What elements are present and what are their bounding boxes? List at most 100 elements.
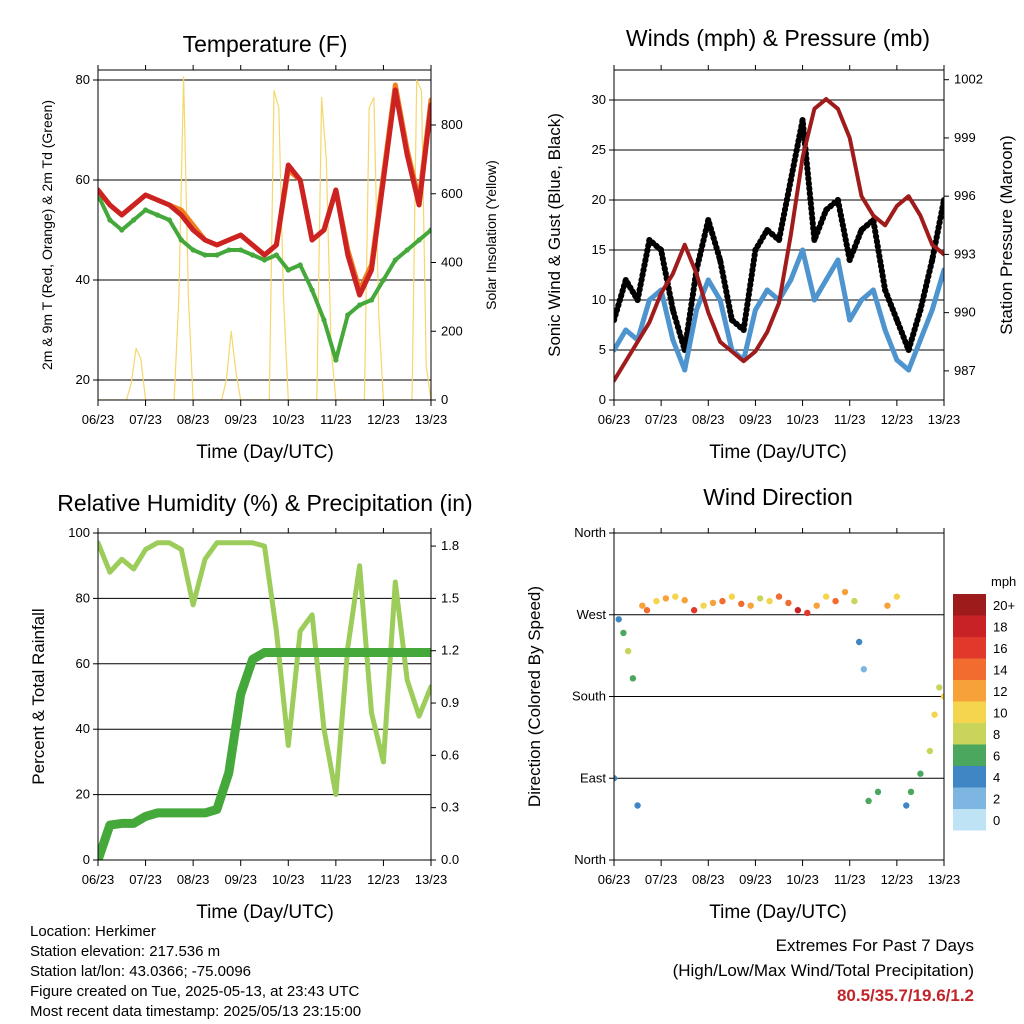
humidity-ytick-right-label: 0.3 — [441, 800, 459, 815]
winds-series-station-pressure — [614, 97, 944, 383]
humidity-ytick-right-label: 1.8 — [441, 538, 459, 553]
direction-ylabel: Direction (Colored By Speed) — [525, 586, 544, 807]
winds-chart: Winds (mph) & Pressure (mb) Time (Day/UTC… — [545, 25, 1016, 463]
direction-point — [940, 693, 944, 700]
winds-point — [776, 237, 782, 243]
direction-point — [884, 602, 891, 609]
direction-legend-swatch — [953, 637, 986, 659]
direction-point — [738, 600, 745, 608]
temperature-point — [297, 262, 303, 268]
winds-ytick-right-label: 999 — [954, 130, 976, 145]
temperature-point — [333, 357, 339, 363]
temperature-point — [321, 317, 327, 323]
winds-ytick-right-label: 987 — [954, 363, 976, 378]
winds-xlabel: Time (Day/UTC) — [709, 442, 847, 463]
humidity-xtick-label: 08/23 — [177, 872, 210, 887]
direction-point — [709, 599, 717, 607]
humidity-ytick-right-label: 0.9 — [441, 695, 459, 710]
direction-point — [756, 595, 764, 602]
winds-point — [882, 287, 889, 293]
temperature-xtick-label: 10/23 — [272, 412, 305, 427]
humidity-ytick-label: 0 — [83, 852, 90, 867]
temperature-series-2m-t — [98, 87, 431, 298]
direction-legend-swatch — [953, 615, 986, 637]
direction-point — [855, 638, 863, 646]
winds-point — [670, 337, 676, 343]
winds-point — [823, 207, 830, 213]
latlon-text: Station lat/lon: 43.0366; -75.0096 — [30, 963, 252, 980]
direction-point — [860, 666, 868, 673]
extremes-box: Extremes For Past 7 Days (High/Low/Max W… — [673, 933, 974, 1008]
winds-point — [800, 247, 806, 253]
humidity-series-total-precipitation — [98, 648, 431, 860]
temperature-ytick-right-label: 200 — [441, 323, 463, 338]
humidity-frame — [97, 532, 432, 861]
winds-point — [941, 267, 944, 273]
temperature-title: Temperature (F) — [183, 31, 348, 57]
direction-point — [624, 647, 632, 655]
direction-xtick-label: 10/23 — [786, 872, 819, 887]
winds-ytick-label: 5 — [599, 342, 606, 357]
direction-legend-swatch — [953, 594, 986, 616]
winds-point — [858, 227, 865, 233]
temperature-point — [154, 212, 161, 218]
temperature-point — [368, 297, 375, 303]
winds-ylabel-right: Station Pressure (Maroon) — [997, 135, 1016, 334]
direction-ytick-label: North — [574, 525, 606, 540]
winds-point — [669, 307, 676, 313]
direction-frame — [613, 532, 945, 861]
direction-point — [907, 788, 915, 796]
direction-ytick-label: East — [580, 770, 606, 785]
temperature-point — [285, 267, 291, 273]
winds-ylabel: Sonic Wind & Gust (Blue, Black) — [545, 113, 564, 357]
direction-point — [681, 597, 688, 604]
winds-point — [646, 297, 652, 303]
winds-xtick-label: 13/23 — [928, 412, 961, 427]
direction-point — [620, 629, 627, 637]
humidity-ytick-right-label: 0.0 — [441, 852, 459, 867]
temperature-point — [190, 247, 196, 253]
humidity-ytick-right-label: 1.5 — [441, 590, 459, 605]
humidity-plot-area — [98, 540, 431, 860]
winds-xtick-label: 11/23 — [834, 412, 866, 427]
direction-legend-label: 10 — [993, 706, 1007, 721]
temperature-point — [250, 252, 256, 258]
temperature-point — [416, 237, 422, 243]
temperature-ytick-right-label: 800 — [441, 117, 463, 132]
winds-xtick-label: 08/23 — [692, 412, 725, 427]
winds-point — [870, 287, 876, 293]
direction-point — [917, 770, 924, 777]
winds-series-gust — [614, 117, 944, 353]
humidity-ylabel: Percent & Total Rainfall — [29, 608, 48, 784]
temperature-series-solar-insolation — [98, 76, 431, 400]
winds-point — [859, 297, 864, 303]
temperature-series-2m-td — [98, 193, 431, 362]
direction-ytick-label: South — [572, 689, 606, 704]
humidity-chart: Relative Humidity (%) & Precipitation (i… — [29, 490, 473, 923]
temperature-xtick-label: 08/23 — [177, 412, 210, 427]
direction-point — [874, 788, 882, 796]
winds-point — [614, 317, 617, 323]
direction-legend-title: mph — [991, 574, 1016, 589]
temperature-point — [428, 227, 431, 233]
humidity-title: Relative Humidity (%) & Precipitation (i… — [57, 490, 472, 516]
temperature-plot-area — [98, 76, 431, 400]
winds-ytick-right-label: 990 — [954, 305, 976, 320]
temperature-point — [142, 207, 149, 213]
direction-point — [643, 607, 651, 614]
winds-point — [894, 357, 900, 363]
winds-ytick-right-label: 996 — [954, 188, 976, 203]
direction-point — [662, 595, 670, 602]
winds-ytick-label: 0 — [599, 392, 606, 407]
direction-point — [893, 593, 901, 600]
humidity-ytick-label: 20 — [76, 787, 90, 802]
temperature-ytick-label: 80 — [76, 72, 90, 87]
direction-point — [719, 597, 726, 605]
winds-xtick-label: 10/23 — [786, 412, 819, 427]
direction-legend-label: 18 — [993, 620, 1007, 635]
direction-legend-swatch — [953, 787, 986, 809]
temperature-point — [392, 257, 398, 263]
direction-chart: Wind Direction Time (Day/UTC) Direction (C… — [525, 484, 1016, 923]
winds-point — [835, 257, 841, 263]
